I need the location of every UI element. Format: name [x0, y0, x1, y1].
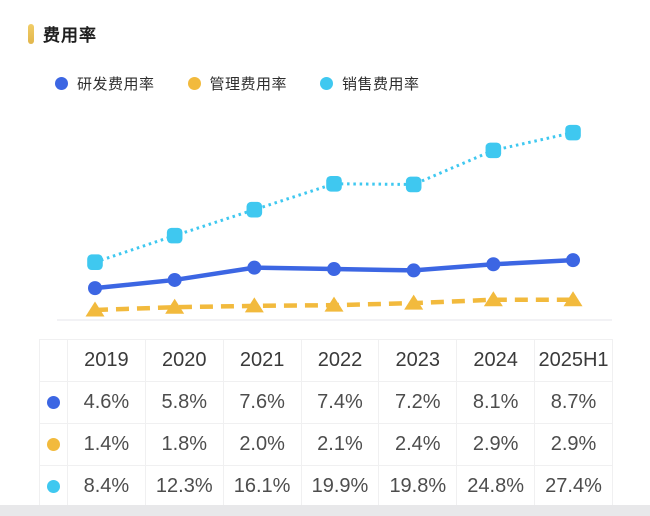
table-value-cell: 5.8% [144, 381, 224, 424]
section-title-row: 费用率 [28, 21, 97, 46]
legend-item-admin-expense: 管理费用率 [187, 73, 288, 94]
table-header-year: 2025H1 [534, 339, 613, 382]
page-title: 费用率 [43, 26, 97, 45]
data-point-marker-square [166, 227, 183, 244]
table-value-cell: 2.0% [222, 423, 302, 466]
legend-item-rd-expense: 研发费用率 [55, 73, 155, 94]
table-value-cell: 1.4% [67, 423, 146, 466]
series-line-square [94, 131, 574, 264]
legend-label: 销售费用率 [342, 76, 420, 93]
data-point-marker-square [485, 142, 502, 159]
table-header-year: 2021 [222, 339, 302, 382]
table-value-cell: 7.6% [222, 381, 302, 424]
table-row: 8.4% 12.3% 16.1% 19.9% 19.8% 24.8% 27.4% [39, 465, 613, 508]
table-value-cell: 19.8% [378, 465, 458, 508]
table-value-cell: 27.4% [534, 465, 613, 508]
table-value-cell: 2.1% [300, 423, 380, 466]
data-point-marker-triangle [483, 291, 503, 307]
data-point-marker-triangle [324, 296, 344, 312]
legend-dot-sales-icon [320, 77, 334, 90]
table-value-cell: 16.1% [222, 465, 302, 508]
data-point-marker-circle [406, 263, 421, 278]
table-value-cell: 12.3% [144, 465, 224, 508]
series-dot-icon [47, 396, 60, 410]
expense-rate-line-chart [57, 124, 612, 321]
data-point-marker-circle [486, 257, 501, 272]
table-value-cell: 19.9% [300, 465, 380, 508]
table-value-cell: 24.8% [456, 465, 536, 508]
data-point-marker-circle [88, 281, 102, 296]
table-header-year: 2024 [456, 339, 536, 382]
table-value-cell: 7.2% [378, 381, 458, 424]
table-header-year: 2022 [300, 339, 380, 382]
legend-item-sales-expense: 销售费用率 [320, 73, 420, 94]
data-point-marker-circle [327, 262, 342, 277]
table-value-cell: 2.9% [534, 423, 613, 466]
table-value-cell: 7.4% [300, 381, 380, 424]
table-value-cell: 8.1% [456, 381, 536, 424]
series-dot-cell [39, 465, 68, 508]
table-row: 4.6% 5.8% 7.6% 7.4% 7.2% 8.1% 8.7% [39, 381, 613, 424]
expense-rate-table: 2019 2020 2021 2022 2023 2024 2025H1 4.6% 5.8% 7.… [39, 339, 613, 508]
legend-label: 研发费用率 [77, 76, 155, 93]
table-value-cell: 1.8% [144, 423, 224, 466]
data-point-marker-square [405, 176, 422, 193]
table-header-row: 2019 2020 2021 2022 2023 2024 2025H1 [39, 339, 613, 382]
table-header-year: 2019 [67, 339, 146, 382]
data-point-marker-square [87, 254, 103, 271]
legend-dot-rd-icon [55, 77, 68, 90]
table-value-cell: 2.9% [456, 423, 536, 466]
data-point-marker-square [565, 124, 581, 141]
data-point-marker-triangle [563, 291, 583, 307]
data-point-marker-triangle [404, 294, 424, 310]
series-dot-icon [47, 480, 60, 494]
legend-label: 管理费用率 [209, 76, 288, 93]
table-header-year: 2020 [144, 339, 224, 382]
data-point-marker-square [326, 175, 342, 192]
table-value-cell: 8.4% [67, 465, 146, 508]
data-point-marker-circle [247, 260, 262, 275]
series-dot-cell [39, 423, 68, 466]
chart-legend: 研发费用率 管理费用率 销售费用率 [55, 73, 420, 94]
series-dot-cell [39, 381, 68, 424]
table-corner-cell [39, 339, 68, 382]
table-row: 1.4% 1.8% 2.0% 2.1% 2.4% 2.9% 2.9% [39, 423, 613, 466]
data-point-marker-triangle [244, 297, 264, 313]
legend-dot-admin-icon [187, 77, 201, 90]
table-value-cell: 2.4% [378, 423, 458, 466]
table-value-cell: 4.6% [67, 381, 146, 424]
data-point-marker-circle [566, 253, 581, 268]
data-point-marker-triangle [85, 301, 105, 317]
table-value-cell: 8.7% [534, 381, 613, 424]
title-accent-bar-icon [28, 23, 34, 44]
data-point-marker-triangle [165, 298, 185, 314]
table-header-year: 2023 [378, 339, 458, 382]
page-bottom-strip [0, 505, 650, 516]
series-dot-icon [47, 438, 60, 452]
data-point-marker-circle [167, 272, 182, 287]
data-point-marker-square [246, 201, 263, 218]
